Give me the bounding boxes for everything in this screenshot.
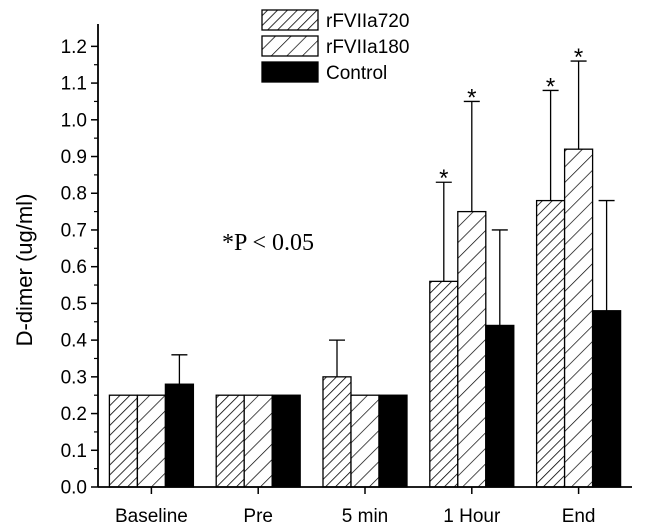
y-axis-title: D-dimer (ug/ml) — [12, 194, 37, 347]
y-tick-label-0-2: 0.2 — [61, 404, 87, 425]
legend-swatch-rfviia720 — [261, 9, 319, 31]
x-tick-label-end: End — [562, 506, 596, 527]
significance-star-rfviia720-end: * — [546, 73, 555, 100]
y-tick-label-0-0: 0.0 — [61, 478, 87, 499]
bar-rfviia180-pre — [243, 394, 273, 488]
bar-rfviia720-pre — [215, 394, 245, 488]
bar-rfviia720-end — [535, 199, 566, 488]
y-tick-label-0-7: 0.7 — [61, 220, 87, 241]
bars-layer: * * * * — [108, 44, 622, 488]
legend-label-rfviia720: rFVIIa720 — [326, 11, 409, 32]
bar-control-5-min — [378, 394, 408, 488]
bar-control-pre — [271, 394, 301, 488]
x-tick-label-5-min: 5 min — [342, 506, 388, 527]
y-tick-label-0-8: 0.8 — [61, 184, 87, 205]
x-tick-label-pre: Pre — [243, 506, 273, 527]
y-tick-label-1-1: 1.1 — [61, 74, 87, 95]
legend-label-rfviia180: rFVIIa180 — [326, 37, 409, 58]
legend-swatch-rfviia180 — [261, 35, 319, 57]
significance-star-rfviia180-end: * — [574, 44, 583, 71]
y-tick-label-1-2: 1.2 — [61, 37, 87, 58]
x-tick-label-1-hour: 1 Hour — [443, 506, 501, 527]
y-tick-label-0-6: 0.6 — [61, 257, 87, 278]
significance-annotation: *P < 0.05 — [222, 230, 314, 256]
y-tick-label-0-1: 0.1 — [61, 441, 87, 462]
x-tick-label-baseline: Baseline — [115, 506, 188, 527]
bar-control-end — [591, 310, 622, 488]
legend-swatch-control — [261, 61, 319, 83]
y-tick-label-0-4: 0.4 — [61, 331, 88, 352]
y-tick-label-0-3: 0.3 — [61, 367, 87, 388]
y-tick-label-0-9: 0.9 — [61, 147, 87, 168]
bar-control-baseline — [164, 383, 195, 488]
bar-control-1-hour — [485, 324, 515, 488]
bar-rfviia180-end — [563, 148, 594, 488]
y-tick-label-1-0: 1.0 — [61, 110, 87, 131]
bar-rfviia720-5-min — [322, 376, 352, 488]
bar-rfviia720-baseline — [108, 394, 139, 488]
axes-layer: Baseline Pre 5 min 1 Hour End 0.0 0.1 0.2 0.3 0.4… — [61, 24, 632, 527]
bar-rfviia180-5-min — [350, 394, 380, 488]
bar-rfviia180-1-hour — [457, 210, 487, 488]
legend: rFVIIa720 rFVIIa180 Control — [261, 9, 409, 84]
y-tick-label-0-5: 0.5 — [61, 294, 87, 315]
bar-rfviia720-1-hour — [429, 280, 459, 488]
bar-rfviia180-baseline — [136, 394, 167, 488]
significance-star-rfviia180-1-hour: * — [467, 84, 476, 111]
legend-label-control: Control — [326, 63, 387, 84]
significance-star-rfviia720-1-hour: * — [439, 165, 448, 192]
